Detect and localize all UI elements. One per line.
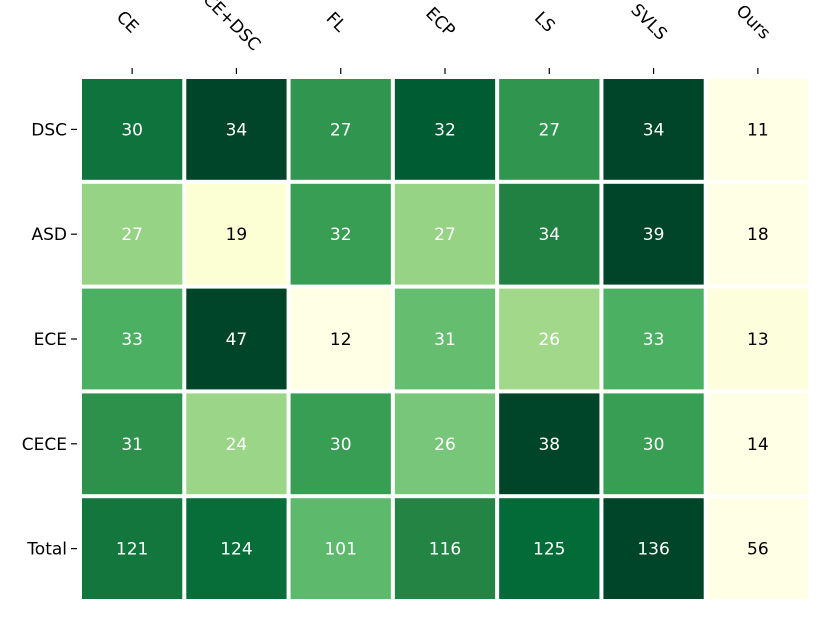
cell-value-label: 27	[121, 225, 143, 245]
cell-value-label: 26	[538, 330, 560, 350]
heatmap-cell	[707, 288, 808, 390]
heatmap-cell	[603, 288, 704, 390]
cell-value-label: 26	[434, 435, 456, 455]
cell-value-label: 34	[226, 120, 248, 140]
heatmap-cell	[394, 183, 496, 285]
heatmap-cell	[603, 498, 704, 599]
heatmap-cells: 30 34 27 32 27 34 11 27 19 32 27 34 39 18 33 47 12 31 26 33…	[82, 79, 808, 599]
cell-value-label: 18	[747, 225, 769, 245]
heatmap-cell	[82, 393, 183, 495]
cell-value-label: 12	[330, 330, 352, 350]
y-tick-label: DSC	[31, 120, 67, 140]
cell-value-label: 136	[637, 540, 669, 560]
heatmap-cell	[707, 183, 808, 285]
cell-value-label: 56	[747, 540, 769, 560]
heatmap-cell	[499, 498, 600, 599]
cell-value-label: 47	[226, 330, 248, 350]
cell-value-label: 31	[121, 435, 143, 455]
cell-value-label: 33	[121, 330, 143, 350]
y-axis: DSC ASD ECE CECE Total	[22, 120, 77, 560]
heatmap-cell	[707, 393, 808, 495]
cell-value-label: 30	[643, 435, 665, 455]
heatmap-cell	[499, 288, 600, 390]
heatmap-cell	[603, 79, 704, 180]
heatmap-cell	[603, 183, 704, 285]
cell-value-label: 33	[643, 330, 665, 350]
cell-value-label: 31	[434, 330, 456, 350]
cell-value-label: 32	[330, 225, 352, 245]
x-tick-label: LS	[530, 8, 558, 36]
x-tick-label: CE	[112, 7, 142, 37]
heatmap-cell	[394, 288, 496, 390]
cell-value-label: 125	[533, 540, 565, 560]
y-tick-label: ECE	[34, 330, 67, 350]
cell-value-label: 39	[643, 225, 665, 245]
heatmap-cell	[707, 498, 808, 599]
cell-value-label: 121	[116, 540, 148, 560]
cell-value-label: 30	[121, 120, 143, 140]
cell-value-label: 124	[220, 540, 252, 560]
cell-value-label: 27	[434, 225, 456, 245]
heatmap-cell	[186, 393, 287, 495]
heatmap-cell	[186, 498, 287, 599]
x-tick-label: FL	[322, 8, 350, 36]
heatmap-cell	[82, 183, 183, 285]
cell-value-label: 38	[538, 435, 560, 455]
heatmap-cell	[82, 288, 183, 390]
heatmap-cell	[290, 183, 391, 285]
cell-value-label: 27	[330, 120, 352, 140]
heatmap-cell	[290, 288, 391, 390]
cell-value-label: 19	[226, 225, 248, 245]
cell-value-label: 13	[747, 330, 769, 350]
cell-value-label: 27	[538, 120, 560, 140]
heatmap-cell	[290, 393, 391, 495]
heatmap-cell	[394, 393, 496, 495]
heatmap-cell	[603, 393, 704, 495]
heatmap-cell	[290, 79, 391, 180]
heatmap-cell	[186, 183, 287, 285]
heatmap-cell	[499, 393, 600, 495]
cell-value-label: 101	[324, 540, 356, 560]
heatmap-cell	[499, 79, 600, 180]
cell-value-label: 24	[226, 435, 248, 455]
x-tick-label: ECP	[421, 4, 458, 41]
heatmap-cell	[499, 183, 600, 285]
cell-value-label: 14	[747, 435, 769, 455]
heatmap-cell	[82, 498, 183, 599]
cell-value-label: 32	[434, 120, 456, 140]
x-tick-label: Ours	[732, 1, 775, 44]
heatmap-cell	[394, 79, 496, 180]
cell-value-label: 11	[747, 120, 769, 140]
x-tick-label: CE+DSC	[199, 0, 264, 55]
heatmap-cell	[290, 498, 391, 599]
heatmap-cell	[394, 498, 496, 599]
cell-value-label: 116	[429, 540, 461, 560]
cell-value-label: 34	[538, 225, 560, 245]
cell-value-label: 34	[643, 120, 665, 140]
cell-value-label: 30	[330, 435, 352, 455]
heatmap-cell	[707, 79, 808, 180]
y-tick-label: CECE	[22, 435, 67, 455]
x-axis: CE CE+DSC FL ECP LS SVLS Ours	[112, 0, 774, 74]
y-tick-label: ASD	[31, 225, 67, 245]
y-tick-label: Total	[26, 540, 67, 560]
heatmap-cell	[82, 79, 183, 180]
x-tick-label: SVLS	[626, 0, 670, 44]
heatmap-cell	[186, 79, 287, 180]
heatmap-cell	[186, 288, 287, 390]
